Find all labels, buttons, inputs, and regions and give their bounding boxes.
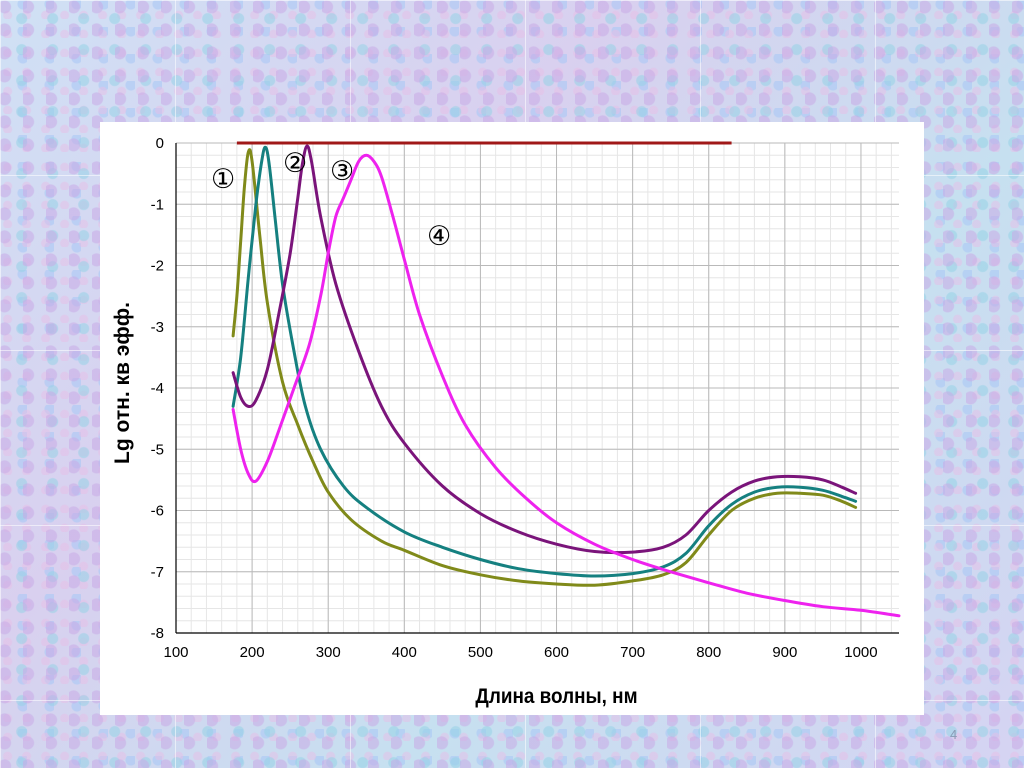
y-tick-label: -7 — [151, 564, 164, 581]
y-tick-label: -6 — [151, 503, 164, 520]
y-axis-label: Lg отн. кв эфф. — [111, 302, 134, 464]
chart-series-markers: ① ② ③ ④ — [211, 148, 451, 252]
x-tick-label: 300 — [316, 644, 341, 661]
x-tick-label: 600 — [544, 644, 569, 661]
x-tick-label: 200 — [240, 644, 265, 661]
x-tick-label: 800 — [696, 644, 721, 661]
series-marker-1: ① — [211, 164, 235, 195]
x-tick-label: 100 — [163, 644, 188, 661]
y-tick-label: 0 — [156, 135, 164, 152]
x-tick-label: 700 — [620, 644, 645, 661]
x-axis-label-box: Длина волны, нм — [270, 676, 843, 715]
series-line-4 — [231, 153, 901, 618]
y-tick-label: -4 — [151, 380, 164, 397]
series-line-1 — [231, 148, 858, 587]
chart-series — [231, 141, 901, 618]
series-marker-3: ③ — [330, 156, 354, 187]
series-line-3 — [231, 144, 858, 555]
series-line-2 — [231, 145, 858, 578]
y-axis-label-box — [103, 262, 143, 504]
x-tick-label: 500 — [468, 644, 493, 661]
chart-tick-labels: 100 200 300 400 500 600 700 800 900 1000 0 -1 -2 -3 -4… — [151, 135, 878, 661]
y-tick-label: -5 — [151, 441, 164, 458]
y-tick-label: -1 — [151, 196, 164, 213]
x-tick-label: 400 — [392, 644, 417, 661]
x-axis-label: Длина волны, нм — [475, 685, 638, 708]
x-tick-label: 900 — [772, 644, 797, 661]
x-tick-label: 1000 — [844, 644, 877, 661]
chart-panel: 100 200 300 400 500 600 700 800 900 1000 0 -1 -2 -3 -4… — [100, 122, 924, 715]
chart-svg: 100 200 300 400 500 600 700 800 900 1000 0 -1 -2 -3 -4… — [151, 135, 901, 661]
y-tick-label: -3 — [151, 319, 164, 336]
page-number: 4 — [950, 727, 958, 742]
y-tick-label: -2 — [151, 258, 164, 275]
y-tick-label: -8 — [151, 625, 164, 642]
series-marker-4: ④ — [427, 221, 451, 252]
series-marker-2: ② — [283, 148, 307, 179]
